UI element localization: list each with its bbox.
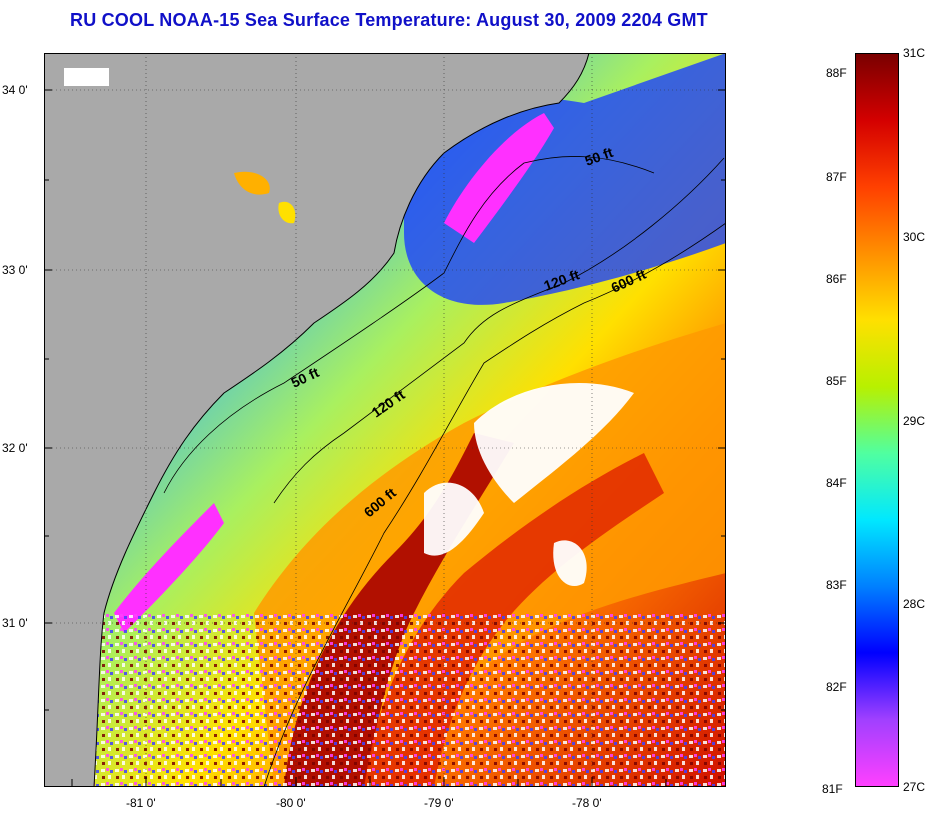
colorbar-c-31: 31C bbox=[903, 46, 926, 60]
land-mass bbox=[44, 53, 589, 787]
lat-label-32: 32 0' bbox=[2, 441, 28, 455]
temperature-colorbar bbox=[855, 53, 899, 787]
isobath-50ft bbox=[163, 156, 655, 494]
sst-map: 50 ft 120 ft 600 ft 50 ft 120 ft 600 ft bbox=[44, 53, 726, 787]
lon-label-81: -81 0' bbox=[126, 796, 156, 810]
lon-label-80: -80 0' bbox=[276, 796, 306, 810]
colorbar-f-83: 83F bbox=[826, 578, 847, 592]
isobath-600ft bbox=[263, 222, 726, 787]
lat-label-31: 31 0' bbox=[2, 616, 28, 630]
map-title: RU COOL NOAA-15 Sea Surface Temperature:… bbox=[70, 10, 708, 30]
colorbar-f-85: 85F bbox=[826, 374, 847, 388]
cloud-patch-2 bbox=[424, 482, 484, 556]
magenta-upwelling-south bbox=[114, 503, 224, 633]
cloud-patch-1 bbox=[474, 383, 634, 503]
colorbar-c-27: 27C bbox=[903, 780, 926, 794]
colorbar-f-88: 88F bbox=[826, 66, 847, 80]
colorbar-f-84: 84F bbox=[826, 476, 847, 490]
lon-label-79: -79 0' bbox=[424, 796, 454, 810]
colorbar-f-81: 81F bbox=[822, 782, 843, 796]
inland-water-2 bbox=[278, 201, 296, 224]
inland-water-1 bbox=[234, 171, 270, 195]
colorbar-f-82: 82F bbox=[826, 680, 847, 694]
colorbar-f-87: 87F bbox=[826, 170, 847, 184]
sst-map-canvas: 50 ft 120 ft 600 ft 50 ft 120 ft 600 ft bbox=[44, 53, 726, 787]
axis-ticks bbox=[44, 89, 726, 787]
map-frame bbox=[44, 53, 726, 787]
cloud-patch-3 bbox=[553, 540, 587, 587]
colorbar-c-28: 28C bbox=[903, 597, 926, 611]
inland-lake bbox=[64, 68, 109, 86]
colorbar-c-30: 30C bbox=[903, 230, 926, 244]
magenta-upwelling-north bbox=[444, 113, 554, 243]
lon-label-78: -78 0' bbox=[572, 796, 602, 810]
isobath-120ft bbox=[273, 157, 725, 504]
coastline bbox=[93, 53, 590, 787]
colorbar-c-29: 29C bbox=[903, 414, 926, 428]
speckle-region bbox=[44, 613, 726, 787]
lat-label-34: 34 0' bbox=[2, 83, 28, 97]
lat-label-33: 33 0' bbox=[2, 263, 28, 277]
graticule bbox=[44, 53, 726, 787]
colorbar-f-86: 86F bbox=[826, 272, 847, 286]
